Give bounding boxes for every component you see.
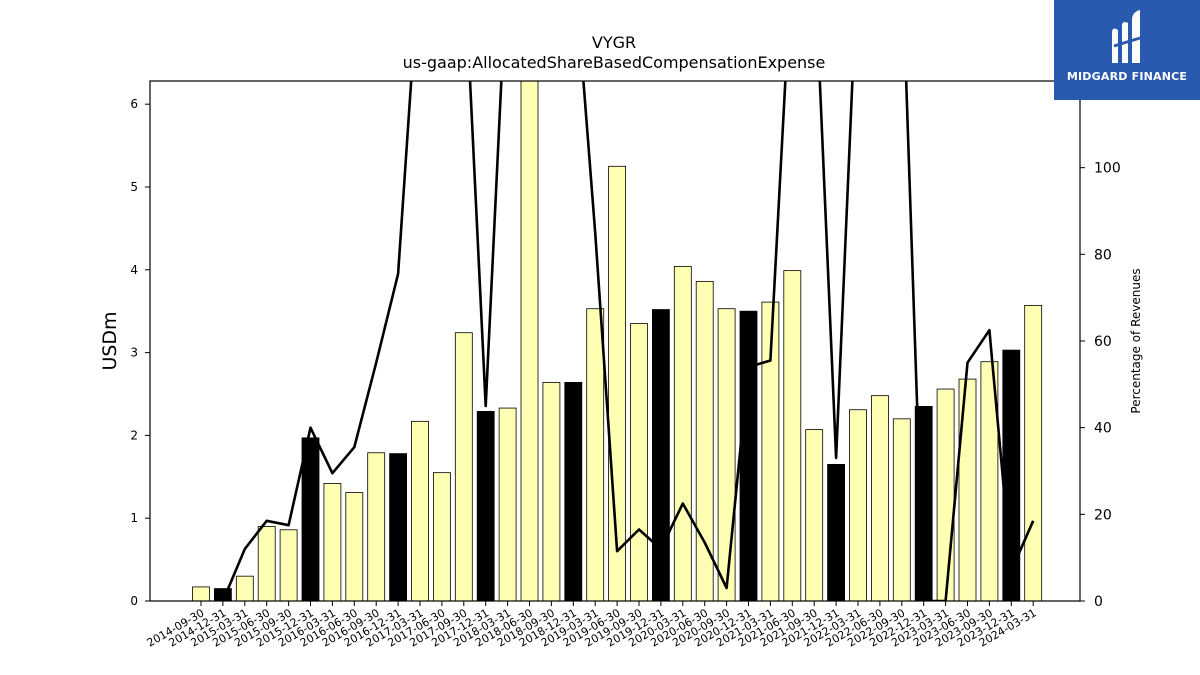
bar-2016-03-31 — [323, 483, 342, 602]
y-tick-label: 4 — [130, 263, 138, 277]
bar-2016-06-30 — [345, 492, 364, 602]
bar-2017-06-30 — [432, 472, 451, 602]
logo-mark-icon — [1112, 10, 1141, 63]
bar-2020-09-30 — [717, 308, 736, 602]
bar-group — [192, 80, 1043, 602]
bar-2015-09-30 — [279, 529, 298, 602]
x-axis: 2014-09-302014-12-312015-03-312015-06-30… — [145, 601, 1039, 650]
y-axis-label: USDm — [99, 311, 121, 370]
y2-tick-label: 80 — [1094, 247, 1112, 263]
bar-2016-09-30 — [367, 452, 386, 602]
bar-2017-09-30 — [454, 332, 473, 602]
bar-2016-12-31 — [389, 453, 408, 602]
percentage-line-segment-2 — [582, 81, 854, 590]
bar-2020-03-31 — [673, 266, 692, 602]
bar-2018-06-30 — [520, 80, 539, 602]
bar-2018-12-31 — [564, 381, 583, 602]
y2-tick-label: 20 — [1094, 507, 1112, 523]
brand-logo: MIDGARD FINANCE — [1054, 0, 1200, 100]
y2-axis-label: Percentage of Revenues — [1129, 268, 1143, 413]
bar-2022-03-31 — [849, 409, 867, 602]
bar-2017-03-31 — [411, 420, 429, 602]
y-tick-label: 1 — [130, 511, 138, 525]
y2-tick-label: 0 — [1094, 594, 1103, 610]
y-tick-label: 2 — [130, 428, 138, 442]
logo-text: MIDGARD FINANCE — [1066, 70, 1188, 83]
bar-2019-12-31 — [652, 309, 670, 602]
bar-2018-09-30 — [542, 381, 561, 602]
bar-2017-12-31 — [476, 410, 495, 602]
bar-2022-09-30 — [892, 418, 911, 602]
y-axis-left: 0 1 2 3 4 5 6 — [130, 97, 150, 608]
y-tick-label: 3 — [130, 346, 138, 360]
chart-subtitle: us-gaap:AllocatedShareBasedCompensationE… — [403, 53, 826, 72]
line-group — [221, 81, 1035, 601]
bar-2021-06-30 — [783, 270, 802, 602]
bar-2015-06-30 — [257, 526, 276, 602]
bar-2020-12-31 — [739, 310, 758, 602]
y-tick-label: 0 — [130, 594, 138, 608]
bar-2015-03-31 — [235, 575, 254, 602]
y2-tick-label: 40 — [1094, 421, 1112, 437]
bar-2023-03-31 — [936, 388, 955, 602]
y2-tick-label: 60 — [1094, 334, 1112, 350]
bar-2024-03-31 — [1024, 304, 1043, 602]
percentage-line-segment-1 — [468, 81, 503, 408]
bar-2023-06-30 — [958, 378, 977, 602]
chart-title: VYGR — [592, 33, 636, 52]
bar-2015-12-31 — [301, 437, 320, 602]
y-axis-right: 0 20 40 60 80 100 — [1080, 161, 1121, 610]
percentage-line-segment-0 — [221, 81, 413, 601]
y-tick-label: 6 — [130, 97, 138, 111]
bar-2019-09-30 — [630, 323, 648, 602]
bar-2014-09-30 — [192, 586, 210, 602]
y-tick-label: 5 — [130, 180, 138, 194]
y2-tick-label: 100 — [1094, 161, 1121, 177]
percentage-line-segment-3 — [904, 81, 1035, 601]
bar-2019-03-31 — [586, 308, 605, 602]
bar-2021-12-31 — [827, 463, 845, 602]
bar-2021-09-30 — [805, 429, 824, 602]
bar-2018-03-31 — [498, 407, 517, 602]
bar-2022-06-30 — [871, 395, 889, 602]
